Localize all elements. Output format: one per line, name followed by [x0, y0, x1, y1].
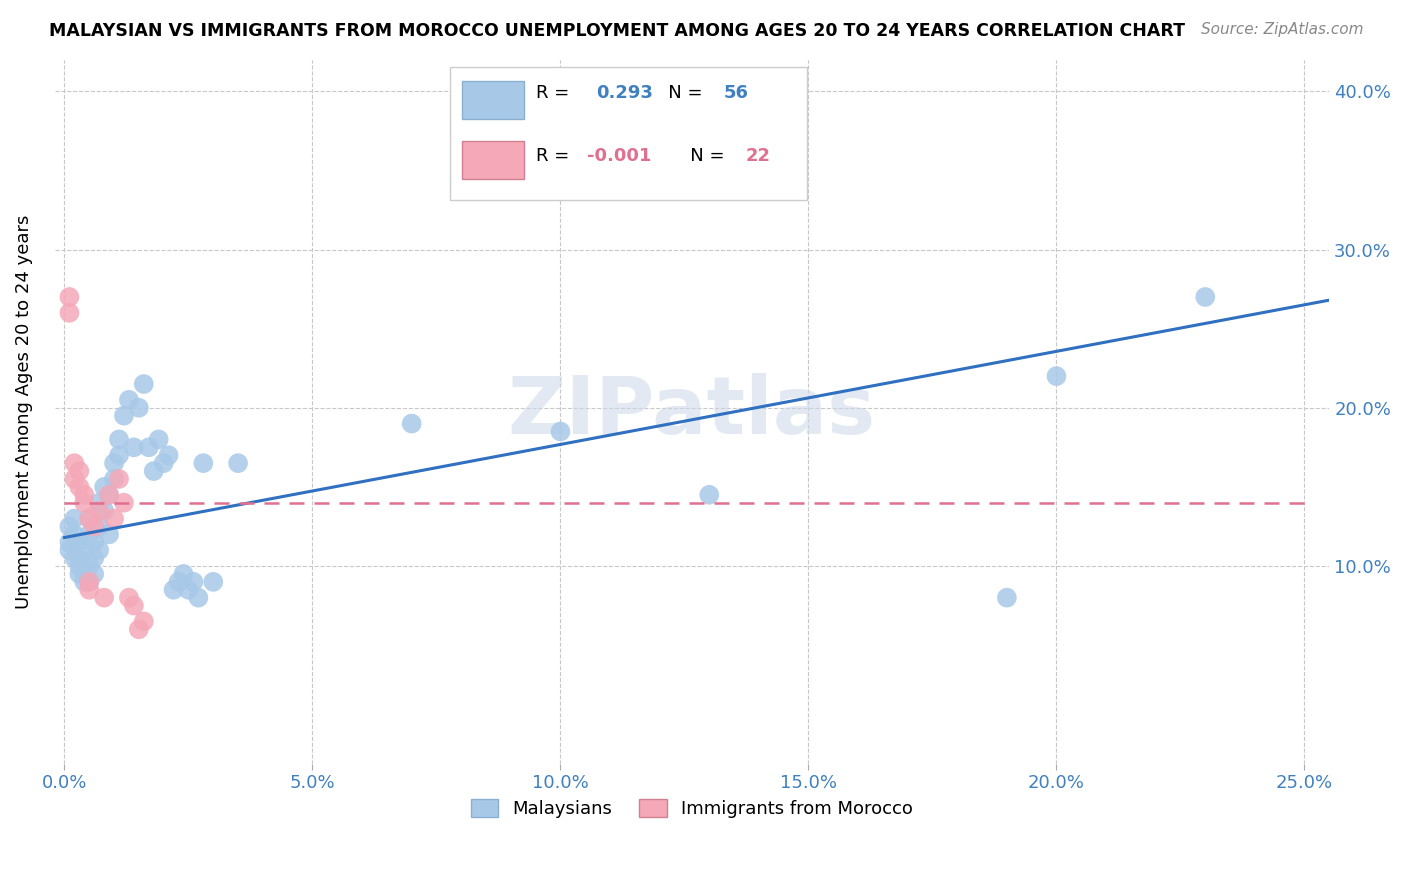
Text: ZIPatlas: ZIPatlas — [508, 373, 876, 450]
Point — [67, 480, 90, 494]
Point — [83, 566, 105, 581]
Legend: Malaysians, Immigrants from Morocco: Malaysians, Immigrants from Morocco — [464, 791, 920, 825]
Point — [77, 574, 100, 589]
Point — [157, 448, 180, 462]
Point — [122, 440, 145, 454]
Point — [103, 472, 125, 486]
Point — [98, 488, 121, 502]
Point — [77, 559, 100, 574]
Point — [550, 425, 572, 439]
Point — [73, 566, 96, 581]
Point — [67, 535, 90, 549]
Text: -0.001: -0.001 — [588, 147, 652, 165]
Point — [77, 574, 100, 589]
Point — [93, 503, 115, 517]
Point — [58, 306, 80, 320]
Point — [118, 591, 141, 605]
Point — [148, 433, 170, 447]
Point — [77, 527, 100, 541]
Y-axis label: Unemployment Among Ages 20 to 24 years: Unemployment Among Ages 20 to 24 years — [15, 214, 32, 609]
Point — [128, 401, 150, 415]
Text: N =: N = — [673, 147, 730, 165]
Point — [108, 448, 131, 462]
Point — [183, 574, 205, 589]
Point — [67, 551, 90, 566]
Point — [128, 623, 150, 637]
Point — [103, 456, 125, 470]
Point — [142, 464, 165, 478]
Point — [93, 480, 115, 494]
Point — [63, 551, 86, 566]
Point — [83, 519, 105, 533]
Text: MALAYSIAN VS IMMIGRANTS FROM MOROCCO UNEMPLOYMENT AMONG AGES 20 TO 24 YEARS CORR: MALAYSIAN VS IMMIGRANTS FROM MOROCCO UNE… — [49, 22, 1185, 40]
Point — [177, 582, 200, 597]
Text: N =: N = — [651, 84, 709, 102]
Point — [112, 496, 135, 510]
Point — [89, 496, 111, 510]
FancyBboxPatch shape — [463, 141, 523, 179]
Text: Source: ZipAtlas.com: Source: ZipAtlas.com — [1201, 22, 1364, 37]
Point — [63, 511, 86, 525]
Point — [108, 472, 131, 486]
Point — [1194, 290, 1216, 304]
Point — [77, 511, 100, 525]
Point — [167, 574, 190, 589]
Point — [193, 456, 215, 470]
Point — [173, 566, 195, 581]
Point — [93, 591, 115, 605]
Point — [89, 503, 111, 517]
Point — [132, 615, 155, 629]
Point — [67, 566, 90, 581]
Text: 22: 22 — [745, 147, 770, 165]
Point — [118, 392, 141, 407]
Point — [63, 456, 86, 470]
Point — [58, 519, 80, 533]
Point — [202, 574, 225, 589]
Point — [58, 543, 80, 558]
Point — [63, 527, 86, 541]
Point — [995, 591, 1018, 605]
Point — [226, 456, 249, 470]
Point — [122, 599, 145, 613]
Point — [73, 543, 96, 558]
Point — [98, 527, 121, 541]
Point — [152, 456, 174, 470]
Text: R =: R = — [536, 84, 581, 102]
Point — [83, 551, 105, 566]
Point — [77, 582, 100, 597]
FancyBboxPatch shape — [463, 81, 523, 120]
Point — [89, 543, 111, 558]
Point — [138, 440, 160, 454]
FancyBboxPatch shape — [450, 67, 807, 201]
Point — [132, 377, 155, 392]
Text: R =: R = — [536, 147, 575, 165]
Point — [89, 519, 111, 533]
Point — [103, 511, 125, 525]
Point — [67, 559, 90, 574]
Point — [58, 535, 80, 549]
Point — [112, 409, 135, 423]
Point — [73, 496, 96, 510]
Point — [77, 511, 100, 525]
Point — [73, 574, 96, 589]
Point — [63, 472, 86, 486]
Text: 56: 56 — [724, 84, 749, 102]
Point — [67, 464, 90, 478]
Point — [108, 433, 131, 447]
Point — [697, 488, 720, 502]
Point — [58, 290, 80, 304]
Point — [73, 488, 96, 502]
Point — [1045, 369, 1067, 384]
Point — [401, 417, 423, 431]
Point — [98, 488, 121, 502]
Point — [162, 582, 184, 597]
Text: 0.293: 0.293 — [596, 84, 654, 102]
Point — [187, 591, 209, 605]
Point — [83, 535, 105, 549]
